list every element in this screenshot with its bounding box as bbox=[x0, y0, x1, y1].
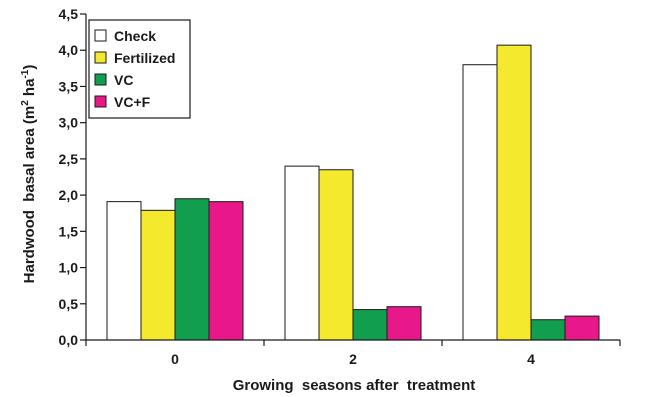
y-tick-label: 4,5 bbox=[59, 6, 79, 22]
legend-swatch bbox=[94, 29, 107, 42]
y-tick-label: 0,5 bbox=[59, 296, 79, 312]
y-axis-title-main: Hardwood basal area (m bbox=[21, 106, 38, 284]
x-tick-label: 0 bbox=[171, 351, 179, 367]
y-axis-title-sup2: -1 bbox=[20, 69, 31, 78]
x-tick-label: 4 bbox=[527, 351, 535, 367]
y-tick-label: 3,5 bbox=[59, 78, 79, 94]
legend-label: Fertilized bbox=[114, 50, 175, 66]
y-ticks: 0,0 0,5 1,0 1,5 2,0 2,5 3,0 3,5 4,0 4,5 bbox=[59, 6, 86, 348]
y-axis-title-sup1: 2 bbox=[20, 100, 31, 106]
legend-label: VC bbox=[114, 72, 133, 88]
bar-fertilized-2 bbox=[318, 169, 354, 341]
legend-items: Check Fertilized VC VC+F bbox=[94, 28, 175, 110]
legend-label: Check bbox=[114, 28, 156, 44]
bar-vc-0 bbox=[174, 198, 210, 341]
bar-check-2 bbox=[284, 165, 320, 341]
legend-swatch bbox=[94, 73, 107, 86]
bar-vc-f-0 bbox=[208, 201, 244, 341]
legend-label: VC+F bbox=[114, 94, 151, 110]
legend: Check Fertilized VC VC+F bbox=[88, 19, 191, 119]
y-axis-title: Hardwood basal area (m2 ha-1) bbox=[20, 65, 38, 284]
bar-vc-4 bbox=[530, 319, 566, 341]
y-tick-label: 0,0 bbox=[59, 332, 79, 348]
y-axis-title-mid: ha bbox=[21, 78, 38, 100]
x-tick-label: 2 bbox=[349, 351, 357, 367]
y-tick-label: 3,0 bbox=[59, 115, 79, 131]
bar-fertilized-0 bbox=[140, 209, 176, 341]
bar-check-0 bbox=[106, 201, 142, 341]
y-tick-label: 2,0 bbox=[59, 187, 79, 203]
x-ticks: 0 2 4 bbox=[85, 340, 621, 367]
y-tick-label: 2,5 bbox=[59, 151, 79, 167]
legend-swatch bbox=[94, 51, 107, 64]
y-axis-title-end: ) bbox=[21, 65, 38, 70]
bars-layer bbox=[106, 44, 600, 341]
axes-layer bbox=[85, 14, 620, 341]
y-tick-label: 4,0 bbox=[59, 42, 79, 58]
bar-vc-f-2 bbox=[386, 306, 422, 341]
y-tick-label: 1,0 bbox=[59, 260, 79, 276]
y-tick-label: 1,5 bbox=[59, 223, 79, 239]
bar-check-4 bbox=[462, 64, 498, 341]
bar-vc-2 bbox=[352, 309, 388, 341]
bar-vc-f-4 bbox=[564, 315, 600, 341]
legend-swatch bbox=[94, 95, 107, 108]
bar-fertilized-4 bbox=[496, 44, 532, 341]
x-axis-title: Growing seasons after treatment bbox=[233, 377, 476, 394]
